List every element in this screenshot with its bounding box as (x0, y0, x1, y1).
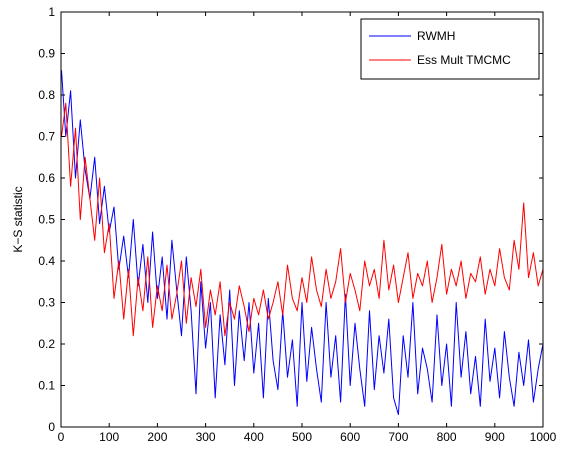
y-axis-label: K−S statistic (11, 186, 25, 252)
x-tick-label: 700 (388, 430, 408, 444)
y-tick-label: 0 (48, 420, 55, 434)
x-tick-label: 500 (292, 430, 312, 444)
y-tick-label: 0.2 (38, 337, 55, 351)
x-tick-label: 1000 (530, 430, 557, 444)
series-line-1 (61, 70, 544, 416)
x-tick-label: 200 (147, 430, 167, 444)
x-tick-label: 100 (99, 430, 119, 444)
x-tick-label: 600 (340, 430, 360, 444)
y-tick-label: 0.1 (38, 379, 55, 393)
y-tick-label: 0.7 (38, 130, 55, 144)
legend-label: Ess Mult TMCMC (417, 53, 511, 67)
y-tick-label: 0.3 (38, 296, 55, 310)
legend-label: RWMH (417, 29, 455, 43)
x-axis: 0 100 200 300 400 500 600 700 800 900 1000 (58, 12, 557, 444)
y-axis: 0 0.1 0.2 0.3 0.4 0.5 0.6 0.7 0.8 0.9 1 (38, 5, 543, 434)
y-tick-label: 1 (48, 5, 55, 19)
x-tick-label: 800 (437, 430, 457, 444)
y-tick-label: 0.5 (38, 213, 55, 227)
y-tick-label: 0.8 (38, 88, 55, 102)
series-line-2 (61, 102, 544, 337)
legend: RWMH Ess Mult TMCMC (360, 18, 540, 80)
y-tick-label: 0.4 (38, 254, 55, 268)
y-tick-label: 0.6 (38, 171, 55, 185)
series-layer (61, 70, 544, 416)
x-tick-label: 0 (58, 430, 65, 444)
legend-box (360, 18, 540, 80)
x-tick-label: 400 (244, 430, 264, 444)
x-tick-label: 900 (485, 430, 505, 444)
x-tick-label: 300 (196, 430, 216, 444)
y-tick-label: 0.9 (38, 47, 55, 61)
